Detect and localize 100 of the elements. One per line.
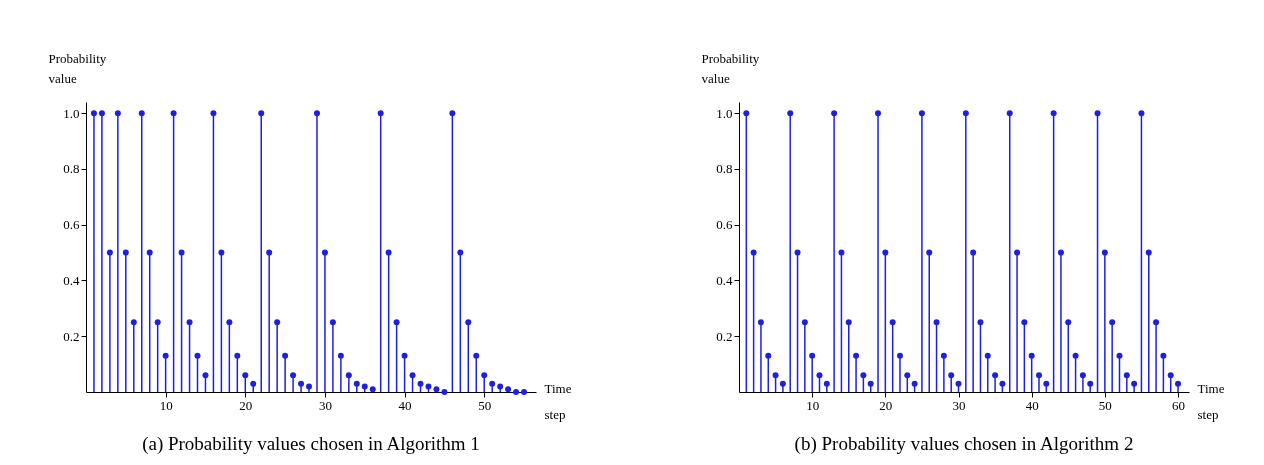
y-tick-label: 0.4: [63, 272, 80, 288]
y-tick-label: 0.6: [716, 217, 733, 233]
point: [1014, 249, 1021, 256]
point: [409, 372, 416, 379]
point: [926, 249, 933, 256]
point: [385, 249, 392, 256]
point: [154, 319, 161, 326]
x-tick-label: 20: [239, 397, 253, 413]
point: [999, 380, 1006, 387]
point: [1123, 372, 1130, 379]
point: [875, 110, 882, 117]
point: [955, 380, 962, 387]
point: [218, 249, 225, 256]
point: [98, 110, 105, 117]
y-tick-label: 1.0: [716, 105, 733, 121]
point: [202, 372, 209, 379]
point: [977, 319, 984, 326]
point: [823, 380, 830, 387]
x-tick-label: 20: [879, 397, 893, 413]
point: [1087, 380, 1094, 387]
point: [178, 249, 185, 256]
point: [401, 352, 408, 359]
point: [250, 380, 257, 387]
point: [1021, 319, 1028, 326]
x-tick-label: 50: [1098, 397, 1112, 413]
point: [114, 110, 121, 117]
point: [794, 249, 801, 256]
x-axis-title: Time step: [544, 380, 572, 422]
point: [465, 319, 472, 326]
point: [970, 249, 977, 256]
point: [831, 110, 838, 117]
point: [845, 319, 852, 326]
x-tick-label: 40: [398, 397, 412, 413]
point: [1116, 352, 1123, 359]
point: [838, 249, 845, 256]
point: [948, 372, 955, 379]
point: [765, 352, 772, 359]
point: [882, 249, 889, 256]
point: [449, 110, 456, 117]
point: [918, 110, 925, 117]
point: [750, 249, 757, 256]
point: [1167, 372, 1174, 379]
point: [1145, 249, 1152, 256]
point: [266, 249, 273, 256]
point: [940, 352, 947, 359]
point: [1175, 380, 1182, 387]
point: [1057, 249, 1064, 256]
x-axis-title: Time step: [1197, 380, 1225, 422]
point: [329, 319, 336, 326]
x-tick-label: 30: [318, 397, 332, 413]
point: [1160, 352, 1167, 359]
point: [962, 110, 969, 117]
x-tick-label: 40: [1025, 397, 1039, 413]
point: [242, 372, 249, 379]
point: [298, 380, 305, 387]
point: [194, 352, 201, 359]
point: [90, 110, 97, 117]
point: [290, 372, 297, 379]
point: [1079, 372, 1086, 379]
point: [489, 380, 496, 387]
point: [393, 319, 400, 326]
point: [853, 352, 860, 359]
y-axis-title: Probability value: [701, 50, 760, 86]
point: [801, 319, 808, 326]
point: [1072, 352, 1079, 359]
text: (a) Probability values chosen in Algorithm 1: [142, 433, 480, 455]
point: [122, 249, 129, 256]
point: [417, 380, 424, 387]
point: [904, 372, 911, 379]
point: [779, 380, 786, 387]
point: [1153, 319, 1160, 326]
point: [481, 372, 488, 379]
point: [772, 372, 779, 379]
point: [146, 249, 153, 256]
point: [258, 110, 265, 117]
text: (b) Probability values chosen in Algorithm 2: [794, 433, 1134, 455]
point: [1138, 110, 1145, 117]
point: [226, 319, 233, 326]
point: [816, 372, 823, 379]
point: [809, 352, 816, 359]
point: [313, 110, 320, 117]
point: [933, 319, 940, 326]
point: [984, 352, 991, 359]
x-tick-label: 50: [478, 397, 492, 413]
point: [757, 319, 764, 326]
point: [889, 319, 896, 326]
point: [1050, 110, 1057, 117]
point: [1131, 380, 1138, 387]
point: [1006, 110, 1013, 117]
point: [457, 249, 464, 256]
point: [138, 110, 145, 117]
y-tick-label: 0.8: [63, 161, 80, 177]
y-tick-label: 0.2: [63, 328, 80, 344]
point: [473, 352, 480, 359]
point: [170, 110, 177, 117]
point: [1028, 352, 1035, 359]
point: [1101, 249, 1108, 256]
point: [353, 380, 360, 387]
point: [1094, 110, 1101, 117]
point: [234, 352, 241, 359]
